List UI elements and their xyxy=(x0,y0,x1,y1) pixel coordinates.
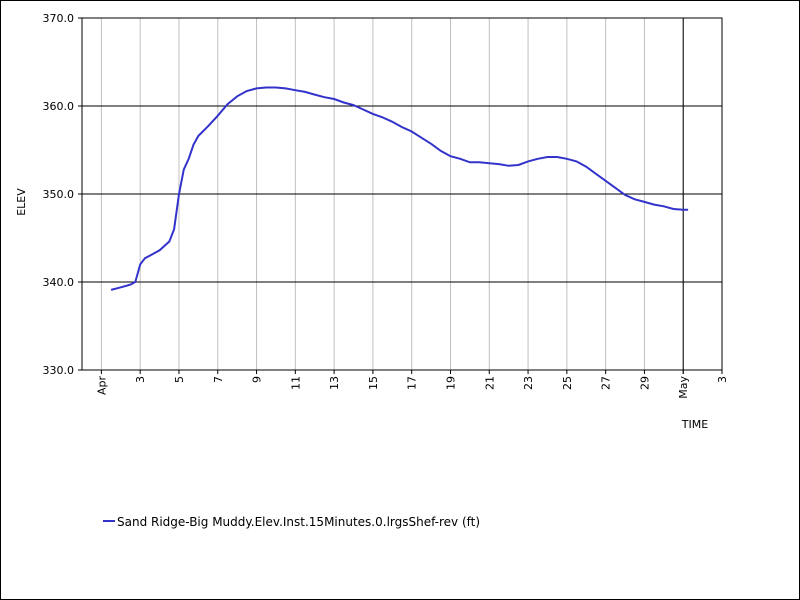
x-tick-label: 3 xyxy=(716,376,729,383)
y-tick-label: 330.0 xyxy=(43,364,75,377)
y-tick-label: 370.0 xyxy=(43,12,75,25)
x-axis-title: TIME xyxy=(681,418,708,431)
x-tick-label: 3 xyxy=(134,376,147,383)
x-tick-label: 15 xyxy=(367,376,380,390)
x-tick-label: 11 xyxy=(289,376,302,390)
y-tick-label: 350.0 xyxy=(43,188,75,201)
x-tick-label: 29 xyxy=(638,376,651,390)
legend-label: Sand Ridge-Big Muddy.Elev.Inst.15Minutes… xyxy=(117,515,480,529)
x-tick-label: May xyxy=(677,376,690,399)
horizontal-gridlines xyxy=(82,105,722,283)
x-tick-label: 9 xyxy=(251,376,264,383)
y-tick-label: 340.0 xyxy=(43,276,75,289)
x-tick-label: Apr xyxy=(95,376,108,396)
y-axis-title: ELEV xyxy=(15,188,28,216)
x-tick-label: 25 xyxy=(561,376,574,390)
x-tick-label: 17 xyxy=(406,376,419,390)
legend: Sand Ridge-Big Muddy.Elev.Inst.15Minutes… xyxy=(103,515,480,529)
y-tick-label: 360.0 xyxy=(43,100,75,113)
x-tick-label: 7 xyxy=(212,376,225,383)
x-tick-label: 5 xyxy=(173,376,186,383)
series-line-sand-ridge-elev xyxy=(110,86,689,291)
x-axis-ticks: Apr 3 5 7 9 11 13 15 17 19 21 23 25 27 29 May 3 xyxy=(95,370,729,399)
x-tick-label: 27 xyxy=(600,376,613,390)
x-tick-label: 21 xyxy=(483,376,496,390)
x-tick-label: 19 xyxy=(444,376,457,390)
x-tick-label: 13 xyxy=(328,376,341,390)
x-tick-label: 23 xyxy=(522,376,535,390)
y-axis-ticks: 330.0 340.0 350.0 360.0 370.0 xyxy=(43,12,82,377)
